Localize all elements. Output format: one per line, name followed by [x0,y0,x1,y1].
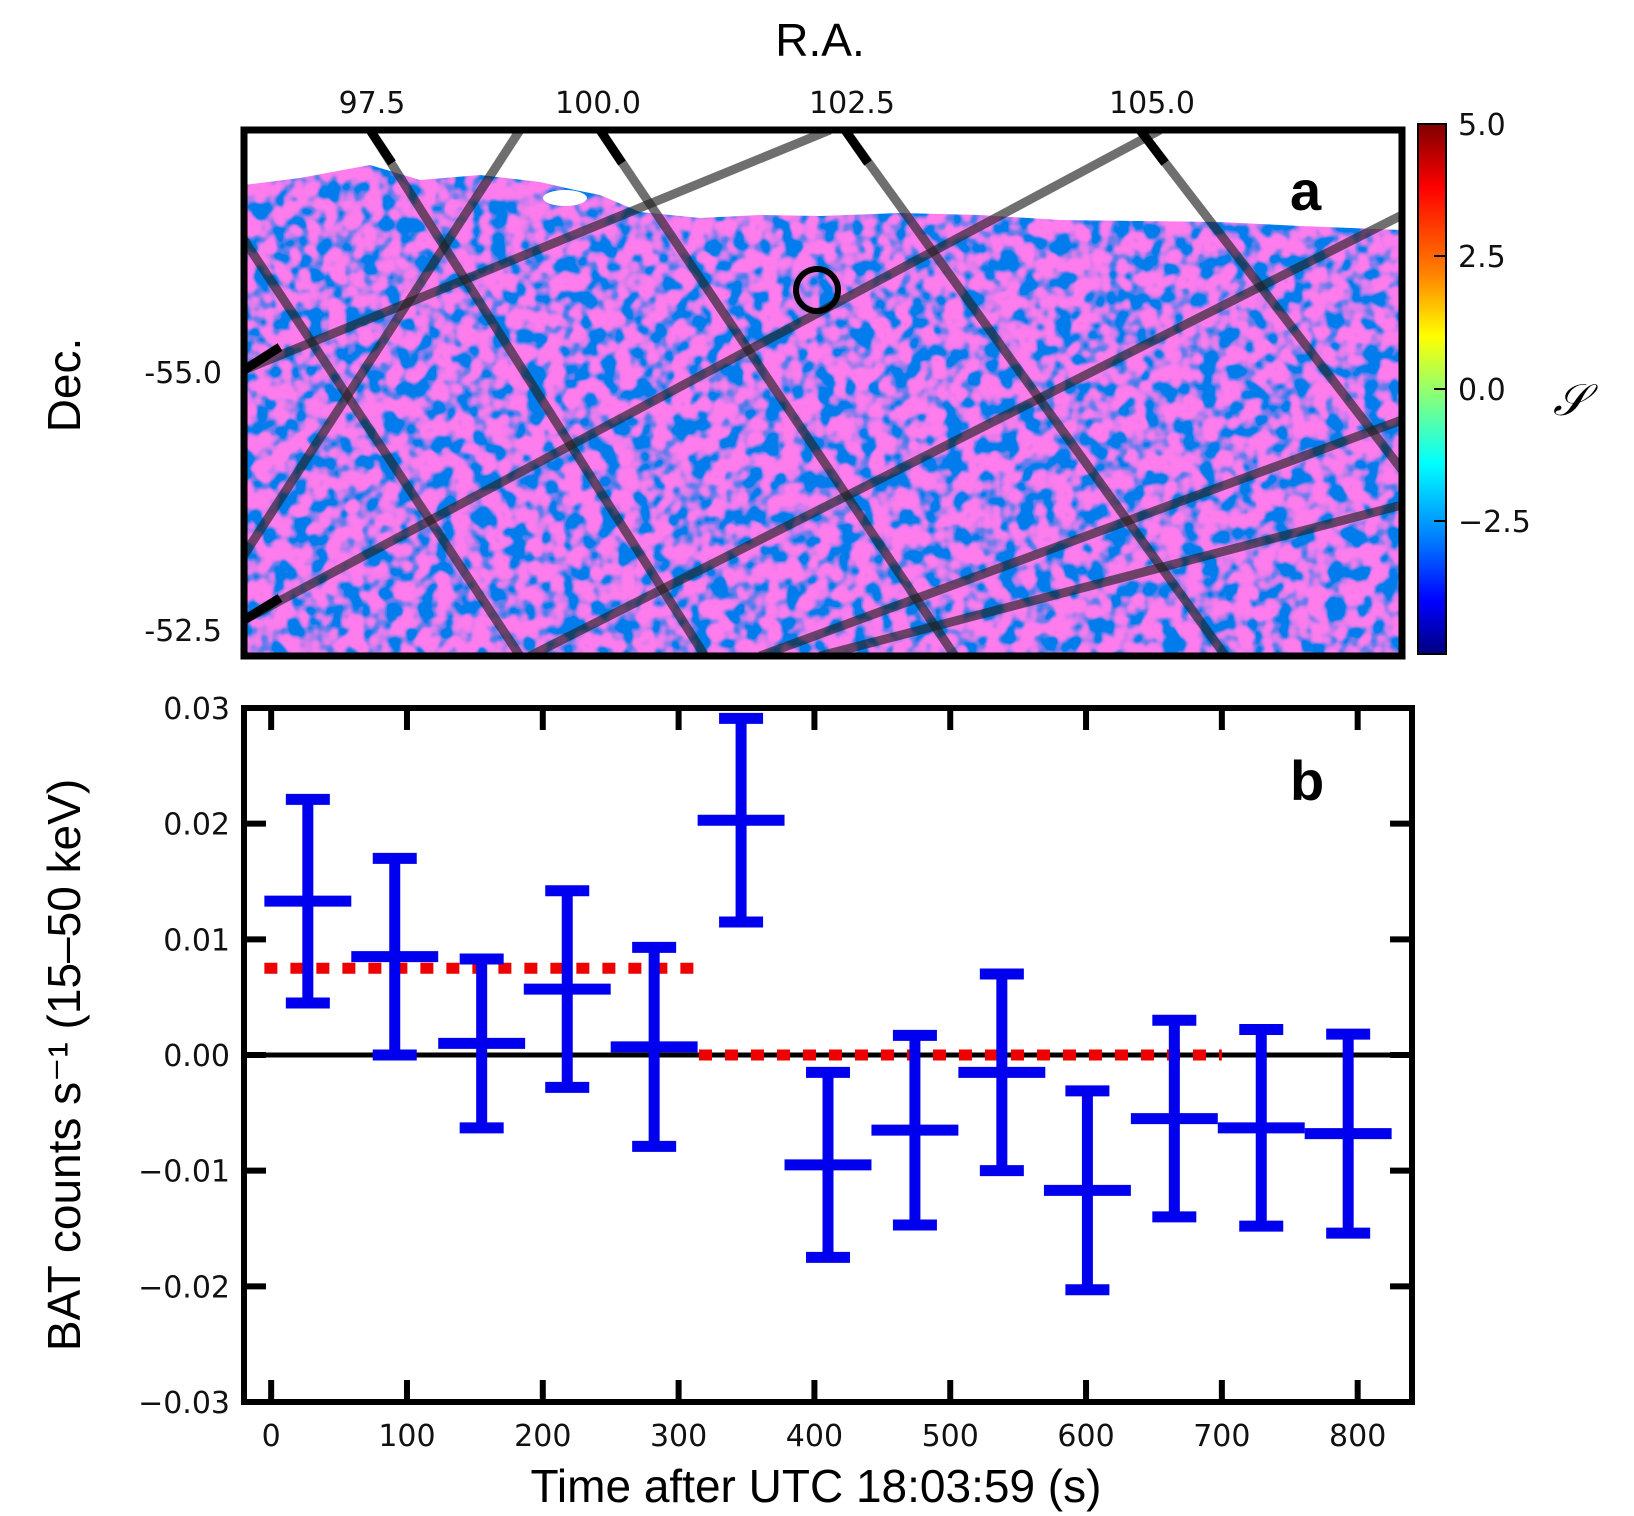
panel-a-significance-map: a 97.5 100.0 102.5 105.0 R.A. -55.0 -52.… [38,14,1598,660]
ra-tick-label: 102.5 [809,86,895,121]
data-point [871,1029,959,1231]
data-point [438,953,526,1134]
panel-a-label: a [1290,159,1322,222]
grid-edge-marks [244,130,1169,624]
y-axis-title: BAT counts s⁻¹ (15–50 keV) [38,779,90,1351]
dec-tick-label: -55.0 [144,356,222,391]
panel-b-light-curve: b 0 100 200 300 400 500 600 700 800 0.03 0.02 0.01… [38,692,1415,1512]
ra-axis-title: R.A. [775,14,864,66]
y-tick-label: −0.03 [138,1386,230,1421]
y-tick-label: 0.00 [163,1039,230,1074]
y-tick-label: −0.01 [138,1155,230,1190]
x-tick-label: 100 [378,1419,435,1454]
x-tick-label: 800 [1329,1419,1386,1454]
y-tick-label: 0.03 [163,692,230,727]
data-point [1217,1024,1305,1232]
colorbar-tick-label: 5.0 [1458,108,1506,143]
x-tick-label: 400 [786,1419,843,1454]
data-point [1130,1014,1218,1223]
colorbar-tick-label: 0.0 [1458,373,1506,408]
panel-b-frame [241,705,1415,1405]
data-point [697,712,785,928]
colorbar-title: 𝒮 [1553,375,1598,426]
ra-tick-label: 100.0 [555,86,641,121]
panel-a-frame [240,126,1406,660]
colorbar-tick-label: 2.5 [1458,240,1506,275]
data-point [958,968,1046,1177]
x-tick-label: 600 [1057,1419,1114,1454]
x-tick-label: 300 [650,1419,707,1454]
data-point [784,1066,872,1263]
x-axis-title: Time after UTC 18:03:59 (s) [531,1460,1102,1512]
significance-map-image [244,165,1402,656]
data-point [523,885,611,1093]
data-point [610,941,698,1152]
x-tick-labels: 0 100 200 300 400 500 600 700 800 [262,1419,1387,1454]
field-of-view-grid [244,130,1402,656]
source-marker-circle [793,266,841,314]
ra-tick-label: 97.5 [339,86,406,121]
y-tick-labels: 0.03 0.02 0.01 0.00 −0.01 −0.02 −0.03 [138,692,230,1421]
fit-lines [264,962,1222,1061]
dec-axis-title: Dec. [38,338,90,433]
x-tick-label: 500 [922,1419,979,1454]
data-points [264,712,1392,1296]
x-tick-label: 0 [262,1419,281,1454]
colorbar: 5.0 2.5 0.0 −2.5 𝒮 [1417,108,1598,655]
ra-tick-label: 105.0 [1109,86,1195,121]
map-gap [543,190,587,206]
data-point [264,793,352,1009]
y-tick-label: −0.02 [138,1270,230,1305]
data-point [351,852,439,1061]
x-tick-label: 700 [1193,1419,1250,1454]
dec-tick-label: -52.5 [144,614,222,649]
y-tick-label: 0.01 [163,923,230,958]
colorbar-tick-label: −2.5 [1458,505,1531,540]
x-tick-label: 200 [514,1419,571,1454]
data-point [1043,1085,1131,1296]
data-point [1304,1028,1392,1239]
panel-b-label: b [1290,749,1324,812]
y-tick-label: 0.02 [163,808,230,843]
